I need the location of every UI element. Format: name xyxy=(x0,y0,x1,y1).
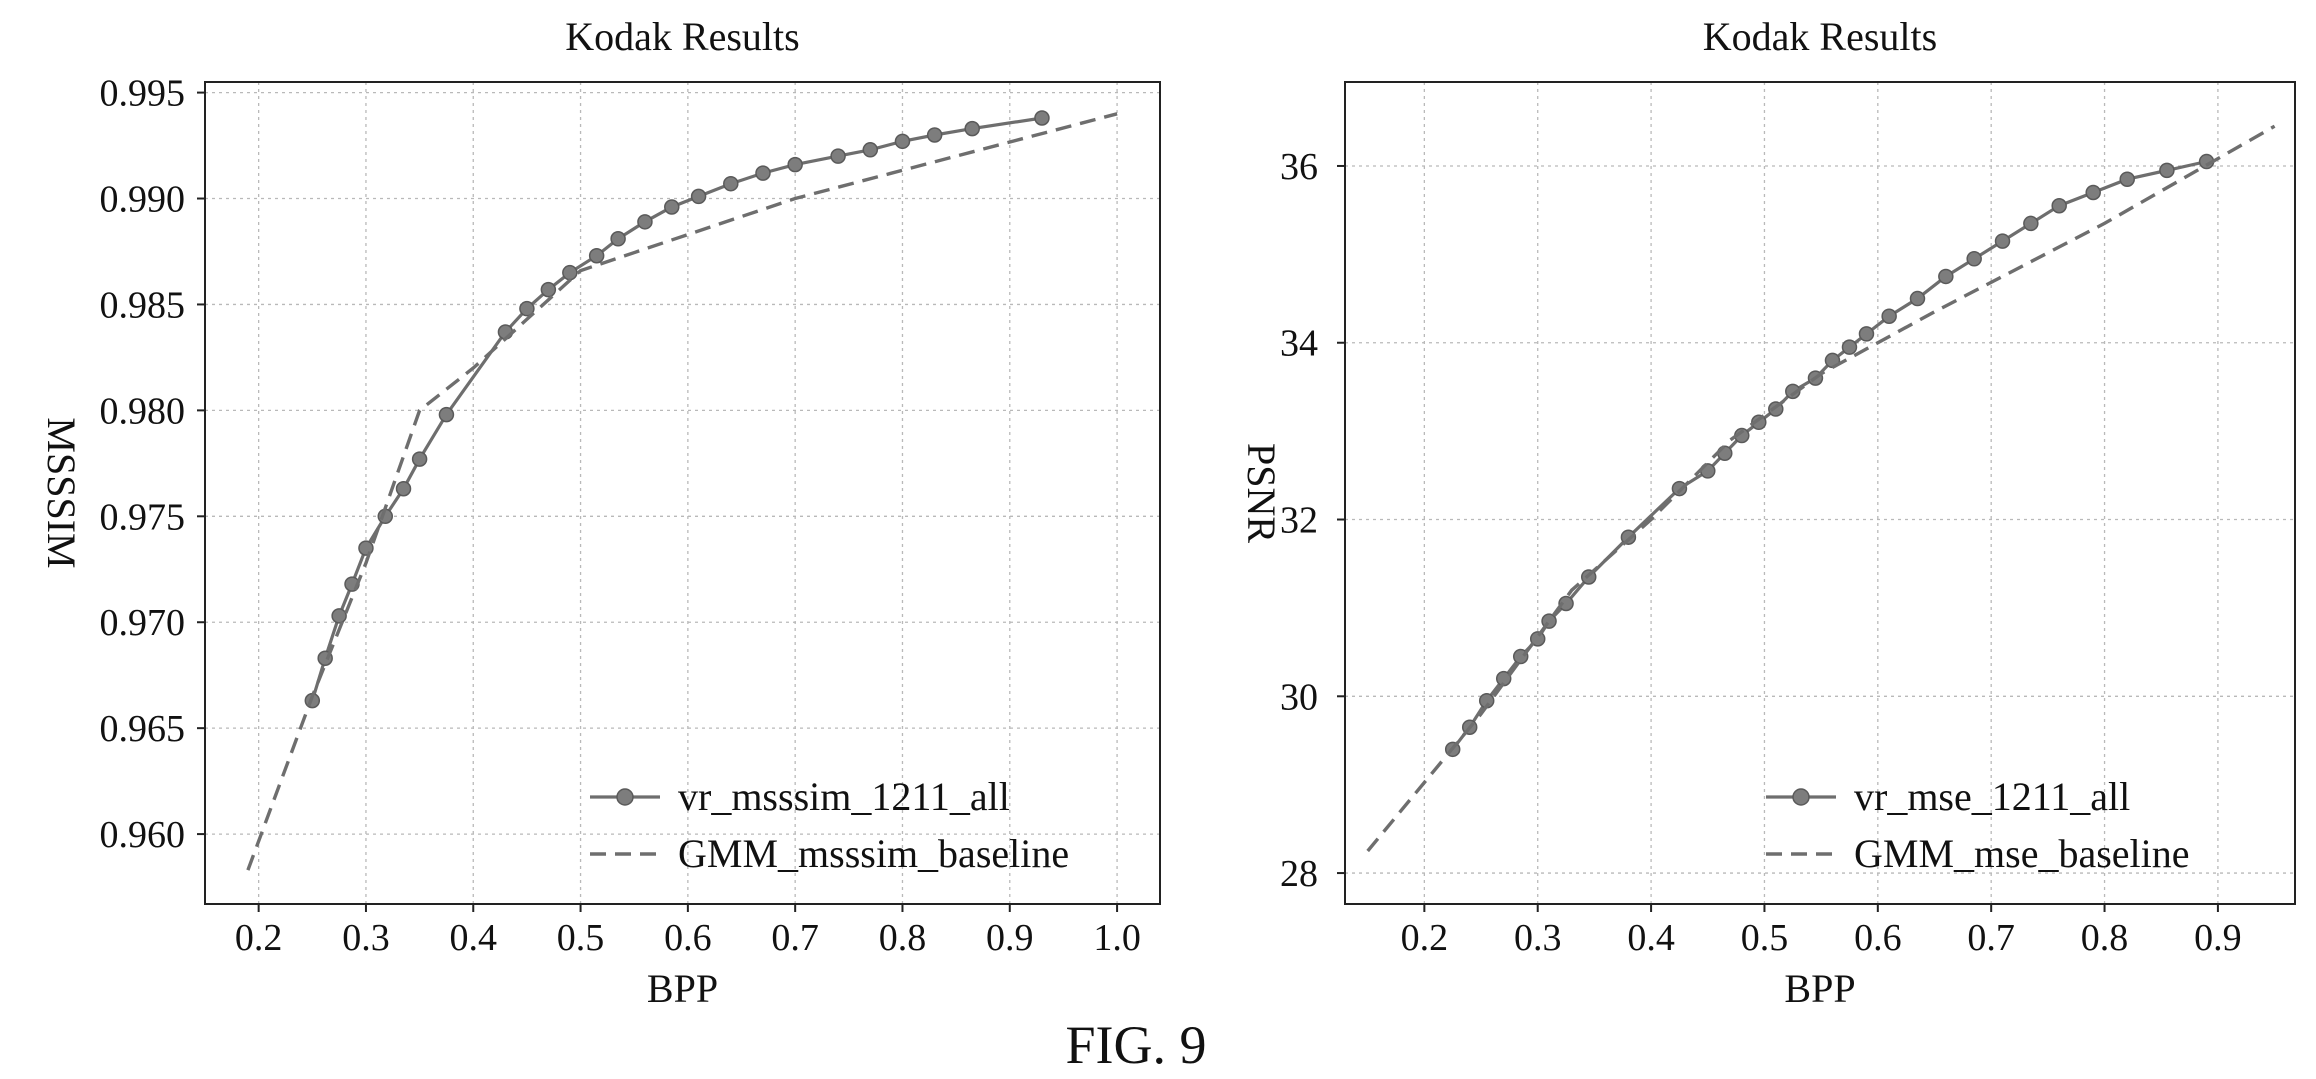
x-tick-label: 0.6 xyxy=(664,917,712,959)
x-tick-label: 0.2 xyxy=(1401,917,1449,959)
x-tick-label: 0.7 xyxy=(1967,917,2015,959)
chart-psnr: 0.2 0.3 0.4 0.5 0.6 0.7 0.8 0.9 28 30 32 34 36 Kodak … xyxy=(1239,14,2296,1011)
data-point xyxy=(755,165,771,181)
data-point xyxy=(664,199,680,215)
chart-msssim: 0.2 0.3 0.4 0.5 0.6 0.7 0.8 0.9 1.0 0.960 0.965 0.9… xyxy=(39,14,1161,1011)
plot-frame xyxy=(204,81,1161,905)
x-tick-label: 0.6 xyxy=(1854,917,1902,959)
data-point xyxy=(2023,215,2039,232)
data-point xyxy=(588,247,605,264)
data-point xyxy=(1881,308,1897,324)
data-point xyxy=(690,188,707,205)
data-point xyxy=(519,300,535,317)
x-axis-label: BPP xyxy=(647,966,718,1011)
legend-label: vr_msssim_1211_all xyxy=(678,774,1010,819)
chart-title: Kodak Results xyxy=(565,14,799,59)
data-point xyxy=(438,406,455,423)
data-point xyxy=(830,148,846,164)
figure-label: FIG. 9 xyxy=(1065,1015,1206,1075)
y-tick-label: 28 xyxy=(1280,853,1318,895)
series-line-GMM_mse_baseline xyxy=(1366,124,2276,853)
chart-title: Kodak Results xyxy=(1703,14,1937,59)
y-tick-label: 36 xyxy=(1280,146,1318,188)
x-axis-label: BPP xyxy=(1784,966,1855,1011)
data-point xyxy=(964,120,980,137)
data-point xyxy=(926,127,943,143)
data-point xyxy=(723,175,739,192)
x-tick-label: 0.3 xyxy=(1514,917,1562,959)
legend-label: GMM_mse_baseline xyxy=(1854,831,2190,876)
y-tick-label: 32 xyxy=(1280,500,1318,542)
data-point xyxy=(1034,110,1050,126)
data-point xyxy=(1558,595,1574,612)
data-point xyxy=(2119,171,2135,187)
x-tick-label: 0.4 xyxy=(450,917,498,959)
data-point xyxy=(1529,631,1546,647)
data-point xyxy=(1841,339,1858,355)
y-tick-label: 0.960 xyxy=(100,814,186,856)
x-tick-label: 0.5 xyxy=(1741,917,1789,959)
data-point xyxy=(1966,251,1982,267)
x-tick-label: 0.2 xyxy=(235,917,283,959)
legend-label: GMM_msssim_baseline xyxy=(678,831,1069,876)
data-point xyxy=(1994,233,2011,249)
y-tick-label: 30 xyxy=(1280,676,1318,718)
data-point xyxy=(862,142,879,158)
x-tick-label: 0.4 xyxy=(1627,917,1675,959)
x-tick-label: 0.5 xyxy=(557,917,605,959)
x-tick-label: 0.9 xyxy=(986,917,1034,959)
y-tick-label: 0.990 xyxy=(100,179,186,221)
x-tick-label: 0.9 xyxy=(2194,917,2242,959)
data-point xyxy=(411,451,428,467)
data-point xyxy=(2085,184,2101,201)
series-line-GMM_msssim_baseline xyxy=(246,112,1118,871)
y-axis-label: MSSSIM xyxy=(39,417,84,568)
y-tick-label: 0.965 xyxy=(100,708,186,750)
data-point xyxy=(540,281,557,298)
data-point xyxy=(2159,162,2175,179)
data-point xyxy=(1909,290,1926,307)
y-tick-label: 0.985 xyxy=(100,284,186,326)
y-tick-label: 0.975 xyxy=(100,496,186,538)
y-axis-label: PSNR xyxy=(1239,443,1284,543)
data-point xyxy=(395,481,412,497)
data-point xyxy=(331,608,347,624)
plot-frame xyxy=(1344,81,2296,905)
y-tick-label: 0.995 xyxy=(100,73,186,115)
x-tick-label: 0.3 xyxy=(342,917,390,959)
x-tick-label: 0.8 xyxy=(879,917,927,959)
legend-marker xyxy=(616,788,634,806)
data-point xyxy=(1938,268,1954,285)
series-line-vr_mse_1211_all xyxy=(1451,159,2207,751)
data-point xyxy=(2051,197,2067,214)
data-point xyxy=(894,133,911,150)
legend-label: vr_mse_1211_all xyxy=(1854,774,2130,819)
x-tick-label: 0.8 xyxy=(2081,917,2129,959)
x-tick-label: 0.7 xyxy=(771,917,819,959)
data-point xyxy=(637,214,653,230)
x-tick-label: 1.0 xyxy=(1093,917,1141,959)
legend-marker xyxy=(1792,788,1810,806)
data-point xyxy=(562,264,578,281)
y-tick-label: 0.970 xyxy=(100,602,186,644)
y-tick-label: 34 xyxy=(1280,323,1318,365)
data-point xyxy=(1671,480,1688,497)
y-tick-label: 0.980 xyxy=(100,390,186,432)
data-point xyxy=(1858,326,1875,342)
data-point xyxy=(787,156,803,173)
data-point xyxy=(610,231,626,247)
